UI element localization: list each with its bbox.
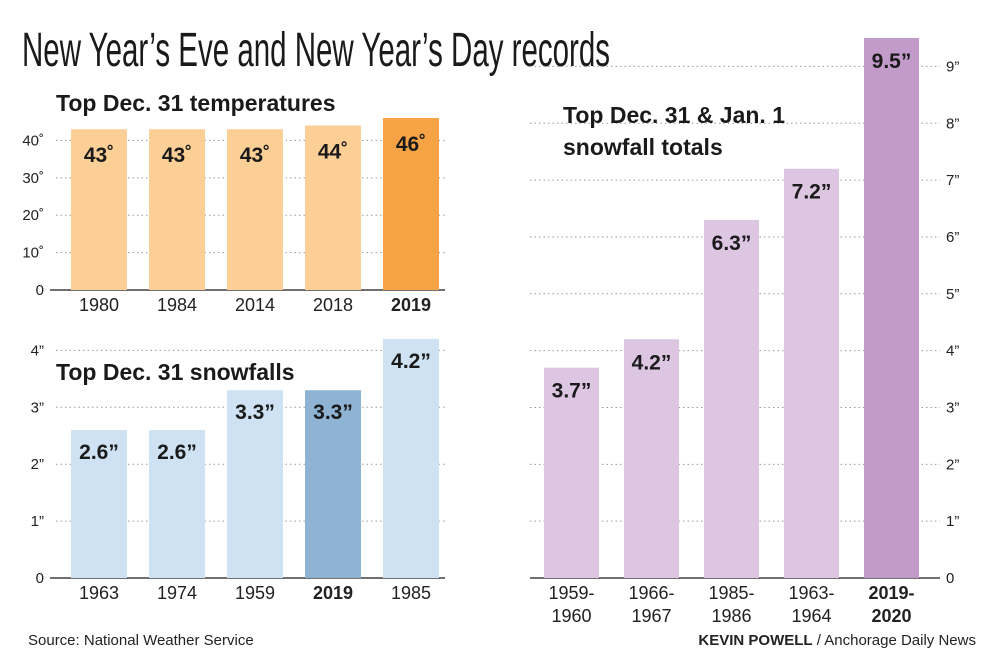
credit-line: KEVIN POWELL / Anchorage Daily News [698, 632, 976, 649]
x-tick-label: 1959- [548, 583, 594, 603]
data-label: 43˚ [162, 144, 192, 167]
y-tick-label: 20˚ [22, 207, 44, 224]
bar [149, 129, 205, 290]
x-tick-label: 1967 [631, 606, 671, 626]
chart-title: Top Dec. 31 snowfalls [56, 359, 295, 385]
chart-title: Top Dec. 31 temperatures [56, 90, 336, 116]
y-tick-label: 4” [946, 343, 959, 360]
bar [71, 430, 127, 578]
y-tick-label: 8” [946, 115, 959, 132]
x-tick-label: 1963- [788, 583, 834, 603]
bar-highlight [864, 38, 919, 578]
x-tick-label: 2019 [313, 583, 353, 603]
x-tick-label: 1986 [711, 606, 751, 626]
x-tick-label: 1963 [79, 583, 119, 603]
credit-org: Anchorage Daily News [824, 632, 976, 649]
bar [784, 168, 839, 578]
chart-title: Top Dec. 31 & Jan. 1 [563, 102, 785, 128]
y-tick-label: 40˚ [22, 132, 44, 149]
data-label: 6.3” [712, 232, 752, 255]
credit-separator: / [813, 632, 825, 649]
y-tick-label: 0 [36, 570, 44, 587]
x-tick-label: 2018 [313, 295, 353, 315]
data-label: 2.6” [79, 441, 119, 464]
data-label: 2.6” [157, 441, 197, 464]
y-tick-label: 7” [946, 172, 959, 189]
data-label: 3.3” [235, 401, 275, 424]
bar [624, 339, 679, 578]
y-tick-label: 9” [946, 58, 959, 75]
dec31-snowfall-chart: 0 1” 2” 3” 4” 2.6” 1963 2.6” 1974 3.3” 1959 3.3” 201… [31, 339, 445, 603]
temperature-chart: 0 10˚ 20˚ 30˚ 40˚ 43˚ 1980 43˚ 1984 43˚ 2014 44˚ 201… [22, 90, 445, 315]
y-tick-label: 1” [946, 513, 959, 530]
data-label: 44˚ [318, 140, 348, 163]
data-label: 3.7” [552, 380, 592, 403]
y-tick-label: 30˚ [22, 170, 44, 187]
data-label: 4.2” [632, 351, 672, 374]
y-tick-label: 2” [946, 456, 959, 473]
bar-highlight [383, 118, 439, 290]
bar [71, 129, 127, 290]
x-tick-label: 2019- [868, 583, 914, 603]
combined-snowfall-chart: 0 1” 2” 3” 4” 5” 6” 7” 8” 9” 3.7” 1959- 1960 4.2” 1966… [530, 38, 959, 626]
x-tick-label: 2019 [391, 295, 431, 315]
y-tick-label: 1” [31, 513, 44, 530]
y-tick-label: 3” [946, 399, 959, 416]
x-tick-label: 1974 [157, 583, 197, 603]
x-tick-label: 1984 [157, 295, 197, 315]
chart-title: snowfall totals [563, 134, 723, 160]
bar [227, 390, 283, 578]
y-tick-label: 0 [946, 570, 954, 587]
data-label: 9.5” [872, 50, 912, 73]
y-tick-label: 3” [31, 399, 44, 416]
bar [704, 219, 759, 579]
data-label: 4.2” [391, 350, 431, 373]
x-tick-label: 1959 [235, 583, 275, 603]
y-tick-label: 0 [36, 282, 44, 299]
bar [305, 125, 361, 290]
y-tick-label: 5” [946, 286, 959, 303]
x-tick-label: 1966- [628, 583, 674, 603]
x-tick-label: 1980 [79, 295, 119, 315]
x-tick-label: 1960 [551, 606, 591, 626]
bar-highlight [305, 390, 361, 578]
main-title: New Year’s Eve and New Year’s Day record… [22, 24, 610, 77]
x-tick-label: 1985- [708, 583, 754, 603]
data-label: 3.3” [313, 401, 353, 424]
y-tick-label: 4” [31, 342, 44, 359]
bar [149, 430, 205, 578]
bar [544, 367, 599, 578]
y-tick-label: 2” [31, 456, 44, 473]
bar [383, 339, 439, 578]
x-tick-label: 1964 [791, 606, 831, 626]
credit-name: KEVIN POWELL [698, 632, 812, 649]
x-tick-label: 2014 [235, 295, 275, 315]
y-tick-label: 6” [946, 229, 959, 246]
y-tick-label: 10˚ [22, 245, 44, 262]
data-label: 7.2” [792, 181, 832, 204]
data-label: 43˚ [84, 144, 114, 167]
bar [227, 129, 283, 290]
x-tick-label: 1985 [391, 583, 431, 603]
x-tick-label: 2020 [871, 606, 911, 626]
source-note: Source: National Weather Service [28, 632, 254, 649]
data-label: 43˚ [240, 144, 270, 167]
data-label: 46˚ [396, 133, 426, 156]
